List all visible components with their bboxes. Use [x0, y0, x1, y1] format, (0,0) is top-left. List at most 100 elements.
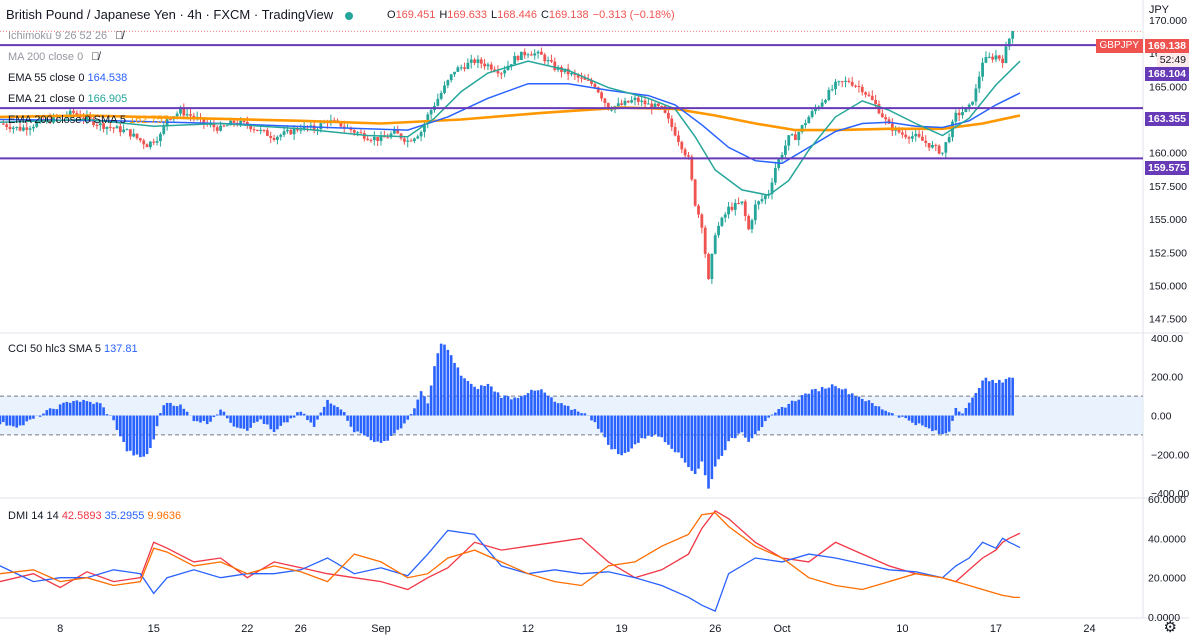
candle-body	[794, 134, 797, 141]
cci-bar	[42, 413, 45, 416]
legend-dmi[interactable]: DMI 14 14 42.5893 35.2955 9.9636	[8, 510, 181, 522]
legend-ema21[interactable]: EMA 21 close 0 166.905	[8, 93, 127, 105]
candle-body	[389, 133, 393, 138]
candle-body	[723, 214, 727, 218]
cci-bar	[242, 415, 246, 429]
cci-bar	[630, 415, 633, 449]
candle-body	[814, 108, 817, 112]
candle-body	[790, 134, 794, 136]
cci-bar	[112, 415, 115, 421]
cci-bar	[356, 415, 359, 432]
legend-ema200[interactable]: EMA 200 close 0 SMA 5 162.757	[8, 114, 169, 126]
legend-cci[interactable]: CCI 50 hlc3 SMA 5 137.81	[8, 343, 138, 355]
candle-body	[88, 115, 92, 119]
cci-bar	[276, 415, 279, 430]
cci-bar	[312, 415, 316, 427]
candle-body	[710, 253, 714, 280]
ema200-value: 162.757	[129, 114, 169, 126]
candle-body	[713, 235, 717, 254]
candle-body	[125, 129, 129, 131]
cci-bar	[580, 413, 583, 416]
cci-bar	[733, 415, 737, 439]
ohlc-change: −0.313 (−0.18%)	[592, 9, 675, 21]
cci-bar	[844, 388, 847, 416]
candle-body	[837, 81, 841, 83]
adx-line	[0, 512, 1021, 599]
cci-bar	[306, 415, 309, 421]
cci-bar	[546, 395, 550, 416]
candle-body	[603, 98, 607, 103]
ema21-label: EMA 21 close 0	[8, 93, 85, 105]
cci-bar	[807, 393, 811, 416]
cci-bar	[339, 409, 343, 416]
candle-body	[225, 125, 229, 127]
candle-body	[486, 64, 490, 67]
cci-bar	[165, 402, 169, 416]
cci-bar	[877, 406, 881, 416]
candle-body	[824, 100, 827, 103]
candle-body	[844, 80, 847, 82]
candle-body	[222, 125, 226, 127]
cci-bar	[556, 403, 560, 416]
candle-body	[974, 88, 978, 102]
eye-hidden-icon[interactable]: 👁̸	[91, 51, 100, 63]
cci-bar	[747, 415, 750, 442]
cci-bar	[215, 414, 219, 416]
legend-ema55[interactable]: EMA 55 close 0 164.538	[8, 72, 127, 84]
candle-body	[192, 115, 196, 118]
candle-body	[583, 78, 587, 80]
candle-body	[673, 127, 677, 136]
cci-bar	[907, 415, 911, 421]
candle-body	[473, 59, 476, 63]
cci-bar	[85, 401, 89, 416]
candle-body	[409, 140, 413, 142]
cci-bar	[790, 400, 794, 416]
legend-ma200[interactable]: MA 200 close 0 👁̸	[8, 51, 99, 63]
candle-body	[630, 100, 634, 103]
cci-bar	[296, 412, 299, 416]
legend-ichimoku[interactable]: Ichimoku 9 26 52 26 👁̸	[8, 30, 123, 42]
cci-bar	[967, 402, 971, 416]
candle-body	[546, 60, 550, 62]
dmi-minus-value: 35.2955	[104, 510, 145, 522]
candle-body	[964, 107, 968, 113]
cci-bar	[199, 415, 202, 423]
cci-bar	[774, 412, 777, 416]
candle-body	[369, 140, 373, 142]
cci-bar	[342, 412, 346, 416]
candle-body	[35, 122, 39, 127]
eye-hidden-icon[interactable]: 👁̸	[115, 30, 124, 42]
symbol-tag: GBPJPY	[1095, 39, 1143, 53]
candle-body	[987, 56, 991, 58]
cci-bar	[643, 415, 647, 439]
time-tick-label: 26	[709, 623, 721, 635]
price-tick-label: 152.500	[1149, 247, 1187, 259]
candle-body	[606, 102, 610, 110]
cci-bar	[596, 415, 600, 429]
cci-bar	[396, 415, 400, 430]
cci-bar	[105, 414, 109, 416]
cci-bar	[914, 415, 918, 426]
cci-bar	[129, 415, 132, 451]
cci-bar	[743, 415, 747, 438]
cci-bar	[723, 415, 727, 451]
candle-body	[717, 225, 720, 236]
candle-body	[189, 114, 192, 116]
gear-icon[interactable]: ⚙	[1163, 619, 1177, 636]
candle-body	[212, 124, 216, 128]
cci-bar	[727, 415, 730, 442]
price-tick-label: 155.000	[1149, 214, 1187, 226]
candle-body	[513, 55, 517, 65]
time-tick-label: 17	[990, 623, 1002, 635]
candle-body	[406, 140, 410, 142]
cci-bar	[443, 344, 446, 416]
cci-bar	[921, 415, 924, 426]
cci-bar	[573, 409, 577, 416]
candle-body	[921, 136, 924, 141]
cci-bar	[576, 411, 580, 416]
dmi-tick-label: 40.0000	[1148, 533, 1186, 545]
candle-body	[423, 123, 426, 133]
candle-body	[730, 206, 734, 210]
cci-bar	[563, 405, 567, 416]
